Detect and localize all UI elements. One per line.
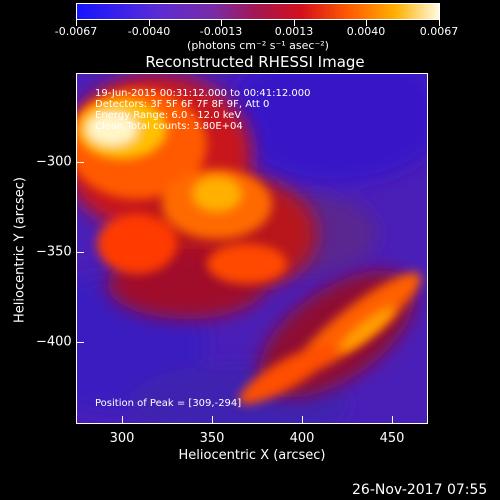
plot-title: Reconstructed RHESSI Image	[145, 53, 365, 71]
rhessi-heatmap	[77, 74, 427, 423]
colorbar-tick-label: 0.0013	[274, 25, 314, 38]
x-tick-label: 400	[289, 431, 315, 446]
y-tick	[76, 252, 84, 253]
colorbar-tick	[149, 20, 150, 26]
colorbar-tick	[221, 20, 222, 26]
rhessi-image	[76, 73, 428, 424]
colorbar-tick	[439, 20, 440, 26]
y-tick-label: −350	[36, 244, 72, 260]
y-axis-title: Heliocentric Y (arcsec)	[12, 177, 28, 323]
colorbar-tick-label: 0.0040	[346, 25, 386, 38]
colorbar-tick	[294, 20, 295, 26]
y-tick	[76, 162, 84, 163]
y-tick-label: −400	[36, 334, 72, 350]
peak-position-text: Position of Peak = [309,-294]	[95, 398, 242, 409]
colorbar-tick	[76, 20, 77, 26]
y-tick	[76, 342, 84, 343]
x-tick-label: 350	[199, 431, 225, 446]
x-tick	[212, 416, 213, 424]
time-range-text: 19-Jun-2015 00:31:12.000 to 00:41:12.000	[95, 88, 311, 99]
detectors-text: Detectors: 3F 5F 6F 7F 8F 9F, Att 0	[95, 99, 270, 110]
x-axis-title: Heliocentric X (arcsec)	[178, 448, 326, 463]
clean-counts-text: Clean Total counts: 3.80E+04	[95, 121, 243, 132]
colorbar-tick-label: 0.0067	[419, 25, 459, 38]
colorbar-tick-label: -0.0013	[199, 25, 243, 38]
energy-range-text: Energy Range: 6.0 - 12.0 keV	[95, 110, 242, 121]
x-tick	[122, 416, 123, 424]
colorbar-units-label: (photons cm⁻² s⁻¹ asec⁻²)	[187, 39, 329, 52]
x-tick-label: 450	[379, 431, 405, 446]
colorbar-tick-label: -0.0067	[54, 25, 98, 38]
x-tick-label: 300	[109, 431, 135, 446]
colorbar-tick-label: -0.0040	[127, 25, 171, 38]
timestamp: 26-Nov-2017 07:55	[352, 482, 488, 498]
colorbar	[76, 3, 440, 20]
y-tick-label: −300	[36, 154, 72, 170]
colorbar-tick	[366, 20, 367, 26]
x-tick	[392, 416, 393, 424]
x-tick	[302, 416, 303, 424]
